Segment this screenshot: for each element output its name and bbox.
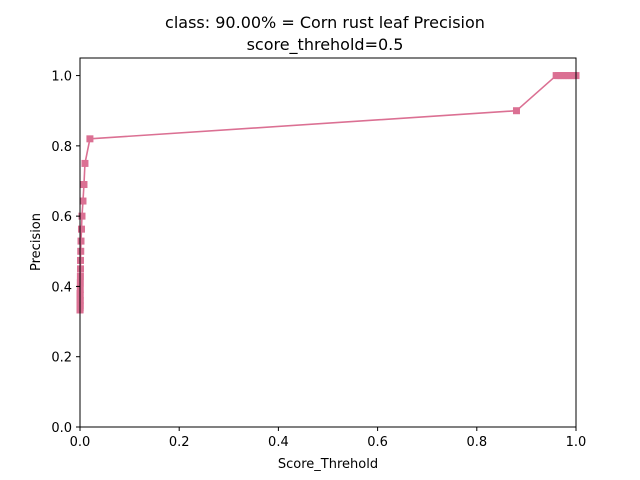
x-axis: 0.0 0.2 0.4 0.6 0.8 1.0 [70,427,587,450]
data-point [77,247,85,255]
y-tick-label: 0.4 [51,280,72,295]
y-tick-label: 0.8 [51,140,72,155]
data-point [78,212,86,220]
y-tick-label: 0.6 [51,210,72,225]
x-axis-label: Score_Threhold [278,457,378,472]
y-tick-label: 0.0 [51,421,72,436]
x-tick-label: 0.8 [466,435,487,450]
data-point [512,107,520,115]
y-tick-label: 1.0 [51,70,72,85]
x-tick-label: 0.6 [367,435,388,450]
data-point [77,225,85,233]
data-point [552,72,560,80]
data-point [86,135,94,143]
series-line [79,74,576,311]
plot-frame [79,57,577,428]
chart-subtitle: score_threhold=0.5 [247,35,404,55]
x-tick-label: 0.4 [268,435,289,450]
y-axis-label: Precision [29,213,44,271]
x-tick-label: 0.2 [169,435,190,450]
chart-title: class: 90.00% = Corn rust leaf Precision [165,13,485,32]
y-axis: 0.0 0.2 0.4 0.6 0.8 1.0 [51,70,80,436]
plot-area [76,57,580,428]
y-tick-label: 0.2 [51,351,72,366]
data-point [81,159,89,167]
data-point [79,197,87,205]
x-tick-label: 1.0 [566,435,587,450]
data-point [80,181,88,189]
data-point [77,237,85,245]
series-layer [76,72,580,314]
x-tick-label: 0.0 [70,435,91,450]
